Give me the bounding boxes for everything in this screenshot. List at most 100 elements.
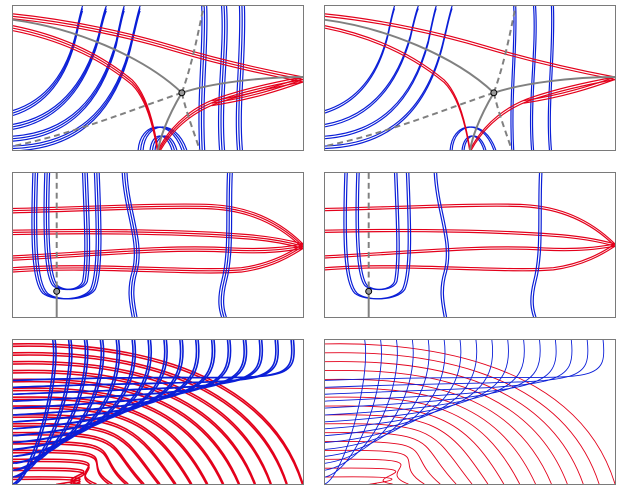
panel-top-right (324, 5, 616, 151)
blue-grid-line-group (325, 340, 541, 409)
red-streamline-0-0 (13, 203, 303, 245)
red-grid-line-group (325, 361, 584, 484)
blue-grid-line-8-0 (325, 340, 494, 430)
blue-grid-line-15-1 (15, 340, 295, 382)
red-grid-line-group (325, 476, 393, 484)
blue-vertical-line-0-group (200, 6, 206, 150)
red-separatrix-3-0 (211, 76, 303, 102)
blue-grid-line-7-0 (325, 340, 478, 437)
red-streamline-2-1 (325, 245, 615, 259)
red-grid-line-9-0 (13, 422, 161, 484)
red-streamline-2-1 (13, 245, 303, 259)
red-separatrix-0-group (13, 15, 303, 81)
blue-grid-line-group (325, 340, 367, 484)
gray-dashed-up (492, 6, 517, 94)
red-grid-line-12-1 (13, 451, 111, 484)
red-separatrix-1-0 (325, 25, 471, 150)
red-grid-line-group (13, 451, 111, 484)
blue-fan-line-3-group (325, 8, 396, 114)
red-separatrix-3-1 (211, 78, 303, 104)
blue-fan-line-1-group (325, 6, 437, 137)
red-grid-line-8-0 (13, 413, 177, 484)
red-streamline-3-1 (13, 245, 303, 272)
blue-vertical-line-1-1 (220, 6, 226, 150)
red-grid-line-group (13, 369, 257, 484)
red-grid-line-group (325, 352, 600, 484)
blue-grid-line-group (15, 340, 105, 465)
blue-vertical-a-0 (121, 173, 135, 317)
red-grid-line-9-0 (325, 423, 473, 484)
blue-vertical-line-1-0 (217, 6, 223, 150)
blue-grid-line-15-0 (325, 340, 605, 381)
red-grid-line-2-0 (325, 361, 584, 484)
blue-grid-line-5-0 (325, 340, 446, 450)
blue-vertical-line-1-group (222, 6, 228, 150)
blue-vertical-line-2-0 (235, 6, 241, 150)
blue-fan-line-3-group (13, 6, 84, 112)
blue-grid-line-10-0 (325, 340, 525, 416)
blue-fan-line-3-group (13, 8, 84, 114)
blue-vertical-b-2 (223, 173, 233, 317)
blue-grid-line-9-0 (325, 340, 509, 423)
red-streamline-2-0 (325, 243, 615, 257)
red-streamline-0-group (325, 205, 615, 247)
red-separatrix-0-2 (13, 18, 303, 83)
panel-middle-left (12, 172, 304, 318)
red-separatrix-0-group (13, 13, 303, 78)
red-grid-line-1-0 (13, 351, 288, 484)
blue-fan-line-2-group (13, 10, 107, 130)
red-grid-line-0-0 (13, 342, 303, 484)
gray-separatrix-right (493, 76, 615, 94)
blue-grid-line-4-0 (13, 340, 118, 458)
red-separatrix-3-1 (523, 78, 615, 104)
gray-separatrix-lower (469, 92, 495, 150)
red-grid-line-group (325, 432, 457, 484)
red-grid-line-group (325, 458, 409, 484)
blue-grid-line-group (14, 340, 57, 484)
red-streamline-0-2 (13, 207, 303, 249)
blue-vertical-b-1 (532, 173, 543, 317)
blue-vertical-line-1-2 (222, 6, 228, 150)
red-grid-line-15-1 (13, 478, 81, 484)
saddle-point-node (178, 89, 186, 97)
red-separatrix-1-1 (325, 27, 471, 150)
red-separatrix-3-group (523, 78, 615, 104)
blue-grid-line-group (325, 340, 605, 381)
red-streamline-3-group (13, 247, 303, 274)
blue-grid-line-group (325, 340, 446, 450)
red-grid-line-11-0 (325, 440, 441, 484)
blue-loop-1 (451, 126, 497, 150)
blue-vertical-a-1 (436, 173, 450, 317)
red-grid-line-13-0 (325, 458, 409, 484)
blue-u-loop-inner-2 (48, 173, 91, 290)
blue-vertical-line-0-0 (510, 6, 515, 150)
red-streamline-3-group (13, 245, 303, 272)
red-grid-line-group (325, 343, 615, 484)
blue-vertical-a-1 (124, 173, 138, 317)
red-grid-line-group (13, 345, 303, 484)
blue-grid-line-1-1 (15, 340, 73, 478)
blue-vertical-line-2-1 (238, 6, 243, 150)
blue-fan-line-3-0 (13, 6, 84, 112)
blue-vertical-line-0-group (512, 6, 517, 150)
blue-fan-line-0-group (13, 6, 141, 147)
gray-separatrix-upper (325, 18, 495, 94)
blue-vertical-line-2-2 (240, 6, 246, 150)
field-plot (13, 6, 303, 150)
blue-u-loop-outer-2 (36, 173, 102, 300)
blue-grid-line-group (15, 340, 168, 437)
blue-vertical-a-0 (433, 173, 447, 317)
blue-vertical-line-0-2 (203, 6, 208, 150)
red-separatrix-0-0 (13, 13, 303, 78)
red-streamline-3-group (325, 245, 615, 272)
blue-vertical-line-1-0 (529, 6, 535, 150)
red-grid-line-8-1 (13, 416, 176, 484)
red-streamline-1-group (325, 231, 615, 247)
blue-fan-line-3-group (325, 6, 396, 112)
red-grid-line-group (13, 354, 288, 484)
red-grid-line-1-1 (13, 354, 288, 484)
blue-vertical-line-2-group (549, 6, 555, 150)
blue-vertical-line-2-group (235, 6, 241, 150)
red-streamline-0-group (13, 203, 303, 245)
blue-grid-line-group (15, 340, 184, 430)
